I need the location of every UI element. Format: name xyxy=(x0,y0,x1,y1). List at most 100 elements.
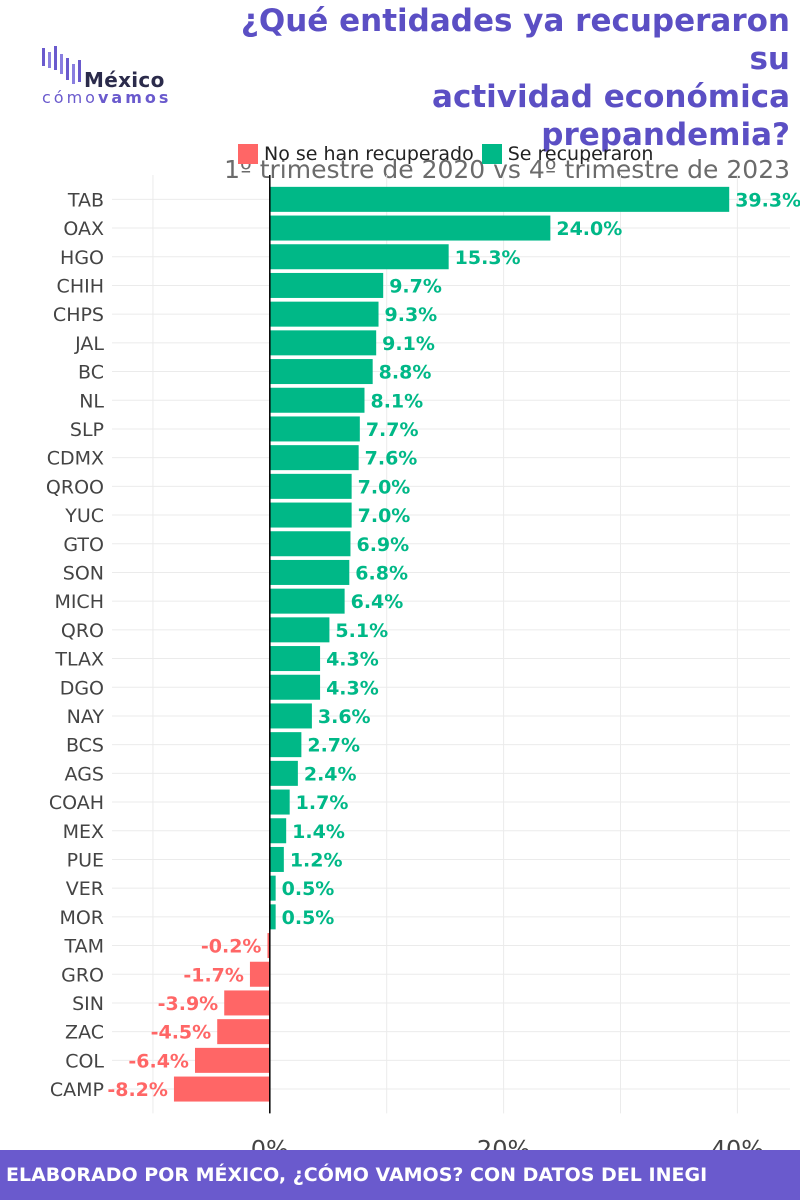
logo-bars-icon xyxy=(42,46,81,84)
category-label: COAH xyxy=(49,792,104,814)
category-label: QROO xyxy=(46,476,104,498)
bar-col xyxy=(194,1047,270,1073)
bar-nay xyxy=(269,703,312,729)
bar-gto xyxy=(269,531,351,557)
value-label: 1.7% xyxy=(296,792,349,814)
value-label: 0.5% xyxy=(282,878,335,900)
bar-slp xyxy=(269,416,360,442)
x-tick-label: 20% xyxy=(477,1135,530,1150)
value-label: 15.3% xyxy=(455,247,521,269)
legend-label-negative: No se han recuperado xyxy=(264,143,474,165)
bar-qro xyxy=(269,617,330,643)
category-label: CHIH xyxy=(57,275,104,297)
logo-text-sub-prefix: cómo xyxy=(42,88,98,107)
bar-mex xyxy=(269,818,287,844)
category-label: DGO xyxy=(60,677,104,699)
value-label: 7.0% xyxy=(358,505,411,527)
category-label: BC xyxy=(78,362,104,384)
category-label: SON xyxy=(63,562,104,584)
category-label: MEX xyxy=(63,821,104,843)
bar-mich xyxy=(269,588,345,614)
category-label: MICH xyxy=(54,591,104,613)
bar-tab xyxy=(269,186,730,212)
bar-coah xyxy=(269,789,290,815)
value-label: 8.8% xyxy=(379,362,432,384)
value-label: 1.2% xyxy=(290,849,343,871)
category-label: GTO xyxy=(63,534,104,556)
category-label: CDMX xyxy=(47,448,104,470)
value-label: 4.3% xyxy=(326,649,379,671)
logo: México cómovamos xyxy=(40,44,180,108)
bar-gro xyxy=(249,961,270,987)
category-label: TAB xyxy=(67,189,104,211)
value-label: 6.8% xyxy=(355,562,408,584)
category-label: GRO xyxy=(61,964,104,986)
bar-bc xyxy=(269,359,373,385)
category-label: NAY xyxy=(67,706,105,728)
value-label: -3.9% xyxy=(158,993,219,1015)
value-label: -8.2% xyxy=(107,1079,168,1101)
category-label: PUE xyxy=(67,849,104,871)
value-label: 6.9% xyxy=(356,534,409,556)
category-label: COL xyxy=(65,1050,104,1072)
value-label: 9.1% xyxy=(382,333,435,355)
category-label: NL xyxy=(79,390,104,412)
value-label: 1.4% xyxy=(292,821,345,843)
value-label: 3.6% xyxy=(318,706,371,728)
category-label: AGS xyxy=(65,763,104,785)
value-label: 8.1% xyxy=(370,390,423,412)
value-label: -1.7% xyxy=(183,964,244,986)
logo-text-main: México xyxy=(84,68,165,92)
value-label: 7.0% xyxy=(358,476,411,498)
category-label: QRO xyxy=(61,620,104,642)
bar-pue xyxy=(269,846,284,872)
value-label: -0.2% xyxy=(201,936,262,958)
value-label: 2.7% xyxy=(307,735,360,757)
value-label: 9.7% xyxy=(389,275,442,297)
bar-bcs xyxy=(269,732,302,758)
value-label: 39.3% xyxy=(735,189,800,211)
bar-qroo xyxy=(269,473,352,499)
legend-label-positive: Se recuperaron xyxy=(507,143,654,165)
category-label: TAM xyxy=(63,936,104,958)
chart-subtitle: 1º trimestre de 2020 vs 4º trimestre de … xyxy=(224,155,790,184)
category-label: MOR xyxy=(59,907,104,929)
bar-tam xyxy=(267,933,270,959)
category-label: BCS xyxy=(66,735,104,757)
category-label: VER xyxy=(66,878,104,900)
bar-sin xyxy=(224,990,270,1016)
category-label: CHPS xyxy=(53,304,104,326)
bar-zac xyxy=(217,1019,270,1045)
category-label: SLP xyxy=(70,419,104,441)
bar-dgo xyxy=(269,674,321,700)
bar-son xyxy=(269,559,350,585)
legend-item-positive: Se recuperaron xyxy=(481,143,654,165)
category-label: SIN xyxy=(72,993,104,1015)
category-label: CAMP xyxy=(50,1079,104,1101)
x-tick-label: 40% xyxy=(711,1135,764,1150)
bar-chih xyxy=(269,272,384,298)
logo-text-sub-bold: vamos xyxy=(97,88,172,107)
bar-yuc xyxy=(269,502,352,528)
bar-mor xyxy=(269,904,276,930)
x-tick-label: 0% xyxy=(251,1135,289,1150)
bar-jal xyxy=(269,330,377,356)
value-label: 7.7% xyxy=(366,419,419,441)
logo-text-sub: cómovamos xyxy=(42,88,171,107)
category-label: HGO xyxy=(60,247,104,269)
bar-oax xyxy=(269,215,551,241)
chart-title-line2: actividad económica prepandemia? xyxy=(432,79,790,153)
bar-hgo xyxy=(269,244,449,270)
value-label: 0.5% xyxy=(282,907,335,929)
value-label: 6.4% xyxy=(351,591,404,613)
category-label: JAL xyxy=(74,333,104,355)
value-label: -4.5% xyxy=(151,1022,212,1044)
bar-nl xyxy=(269,387,365,413)
bar-chps xyxy=(269,301,379,327)
chart-legend: No se han recuperado Se recuperaron xyxy=(238,142,661,166)
value-label: 2.4% xyxy=(304,763,357,785)
value-label: 5.1% xyxy=(335,620,388,642)
value-label: 9.3% xyxy=(385,304,438,326)
value-label: 7.6% xyxy=(365,448,418,470)
chart-title-line1: ¿Qué entidades ya recuperaron su xyxy=(240,3,790,77)
